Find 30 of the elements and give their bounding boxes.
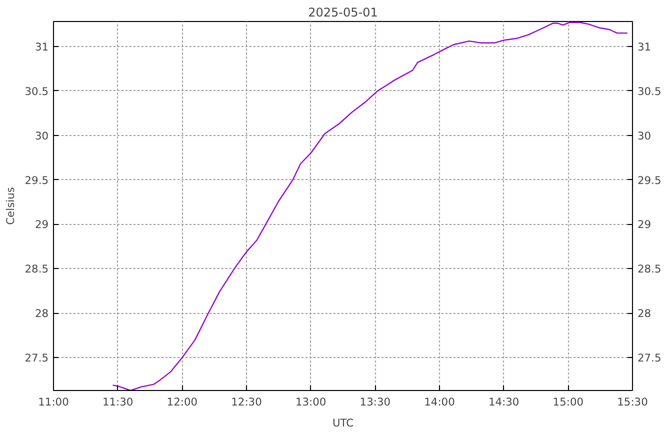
y2-tick-label: 29 [638, 218, 652, 232]
y-tick-label: 30 [34, 129, 49, 142]
x-tick-label: 12:00 [166, 396, 198, 408]
y2-tick-label: 27.5 [638, 352, 662, 365]
x-axis-title: UTC [332, 416, 354, 430]
y-tick-label: 29.5 [24, 174, 49, 187]
y2-tick-label: 29.5 [638, 174, 662, 187]
x-tick-label: 13:30 [360, 396, 391, 408]
x-tick-label: 11:00 [38, 396, 70, 408]
y-tick-label: 28.5 [24, 262, 49, 276]
x-tick-label: 13:00 [295, 396, 326, 408]
x-tick-label: 11:30 [102, 396, 134, 408]
y-axis-title: Celsius [4, 186, 17, 225]
x-tick-label: 12:30 [231, 396, 262, 408]
y2-tick-label: 30 [638, 129, 652, 142]
y-tick-label: 29 [34, 218, 49, 232]
x-tick-label: 14:30 [488, 396, 520, 408]
y-tick-label: 28 [34, 307, 49, 320]
y-tick-label: 30.5 [24, 84, 49, 98]
y2-tick-label: 28 [638, 307, 652, 320]
y2-tick-label: 31 [638, 40, 652, 54]
x-tick-label: 15:30 [617, 396, 648, 408]
x-tick-label: 15:00 [552, 396, 584, 408]
x-tick-label: 14:00 [424, 396, 456, 408]
line-series [112, 22, 628, 390]
y-tick-label: 31 [34, 40, 49, 54]
chart-title: 2025-05-01 [308, 6, 378, 20]
y-tick-label: 27.5 [24, 352, 49, 365]
y2-tick-label: 30.5 [638, 84, 662, 98]
y2-tick-label: 28.5 [638, 262, 662, 276]
